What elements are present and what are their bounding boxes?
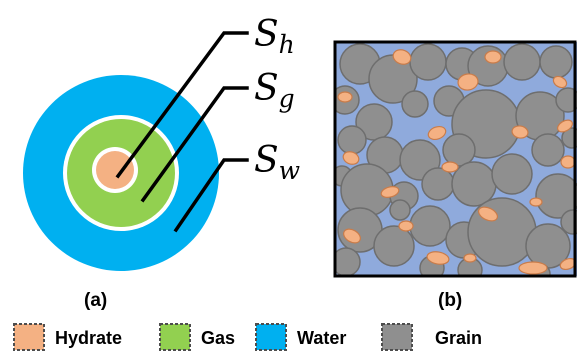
saturation-labels: Sh Sg Sw [254, 14, 300, 185]
grain-particle [503, 43, 541, 81]
legend-item-water: Water [255, 323, 346, 351]
hydrate-particle [380, 186, 400, 198]
grain-particle [561, 127, 577, 149]
legend-item-grain: Grain [381, 323, 482, 351]
grain-particle [467, 197, 537, 267]
grain-particle [401, 90, 429, 118]
grain-particle [337, 125, 367, 155]
label-sg-sub: g [279, 84, 295, 113]
grain-particle [531, 133, 565, 167]
label-sw: Sw [254, 140, 300, 185]
hydrate-particle [398, 220, 414, 232]
hydrate-particle [484, 50, 502, 64]
legend-label-gas: Gas [201, 328, 235, 348]
hydrate-particle [441, 161, 459, 173]
hydrate-particle [560, 155, 576, 169]
legend-label-hydrate: Hydrate [55, 328, 122, 348]
hydrate-particle [463, 253, 477, 263]
grain-particle [535, 173, 577, 219]
hydrate-particle [529, 197, 543, 207]
grain-particle [421, 167, 455, 201]
legend-item-hydrate: Hydrate [13, 323, 122, 351]
legend-label-water: Water [297, 328, 346, 348]
grain-particle [442, 133, 476, 167]
grain-particle [451, 161, 497, 207]
label-sh-sub: h [279, 30, 295, 59]
panel-a-label: (a) [84, 290, 107, 311]
leader-lines [115, 31, 249, 233]
hydrate-particle [518, 261, 548, 275]
leader-line-sg [140, 86, 249, 203]
leader-line-sh [115, 31, 249, 179]
hydrate-particle [426, 251, 450, 265]
legend: Hydrate Gas Water Grain [13, 323, 482, 351]
hydrate-particle [457, 73, 479, 91]
hydrate-swatch-icon [13, 323, 45, 351]
hydrate-particle [557, 119, 573, 133]
label-sw-sub: w [279, 156, 300, 185]
grain-particle [555, 87, 577, 113]
grain-particle [491, 153, 533, 195]
panel-b-label: (b) [438, 290, 462, 311]
hydrate-particle [427, 125, 447, 141]
hydrate-core [96, 151, 134, 189]
pore-view-frame [333, 40, 577, 278]
gas-swatch-icon [159, 323, 191, 351]
grain-swatch-icon [381, 323, 413, 351]
hydrate-particle [552, 75, 568, 89]
hydrate-particle [337, 91, 353, 103]
grain-particle [373, 225, 415, 267]
label-sw-base: S [254, 140, 279, 181]
grain-particle [560, 209, 577, 235]
hydrate-particle [477, 206, 499, 222]
grain-particle [335, 247, 361, 276]
hydrate-particle [392, 49, 412, 65]
grain-particle [389, 199, 411, 221]
label-sh: Sh [254, 14, 295, 59]
label-sh-base: S [254, 14, 279, 55]
hydrate-particles-group [337, 49, 577, 275]
grain-particle [539, 45, 573, 79]
legend-item-gas: Gas [159, 323, 235, 351]
hydrate-particle [511, 125, 529, 139]
hydrate-particle [342, 151, 360, 165]
legend-label-grain: Grain [435, 328, 482, 348]
label-sg: Sg [254, 68, 295, 113]
hydrate-particle [343, 228, 361, 244]
leader-line-sw [173, 158, 249, 233]
panel-b-pore-view [333, 40, 577, 278]
grain-particle [409, 43, 447, 81]
label-sg-base: S [254, 68, 279, 109]
water-swatch-icon [255, 323, 287, 351]
grain-particle [409, 205, 451, 247]
